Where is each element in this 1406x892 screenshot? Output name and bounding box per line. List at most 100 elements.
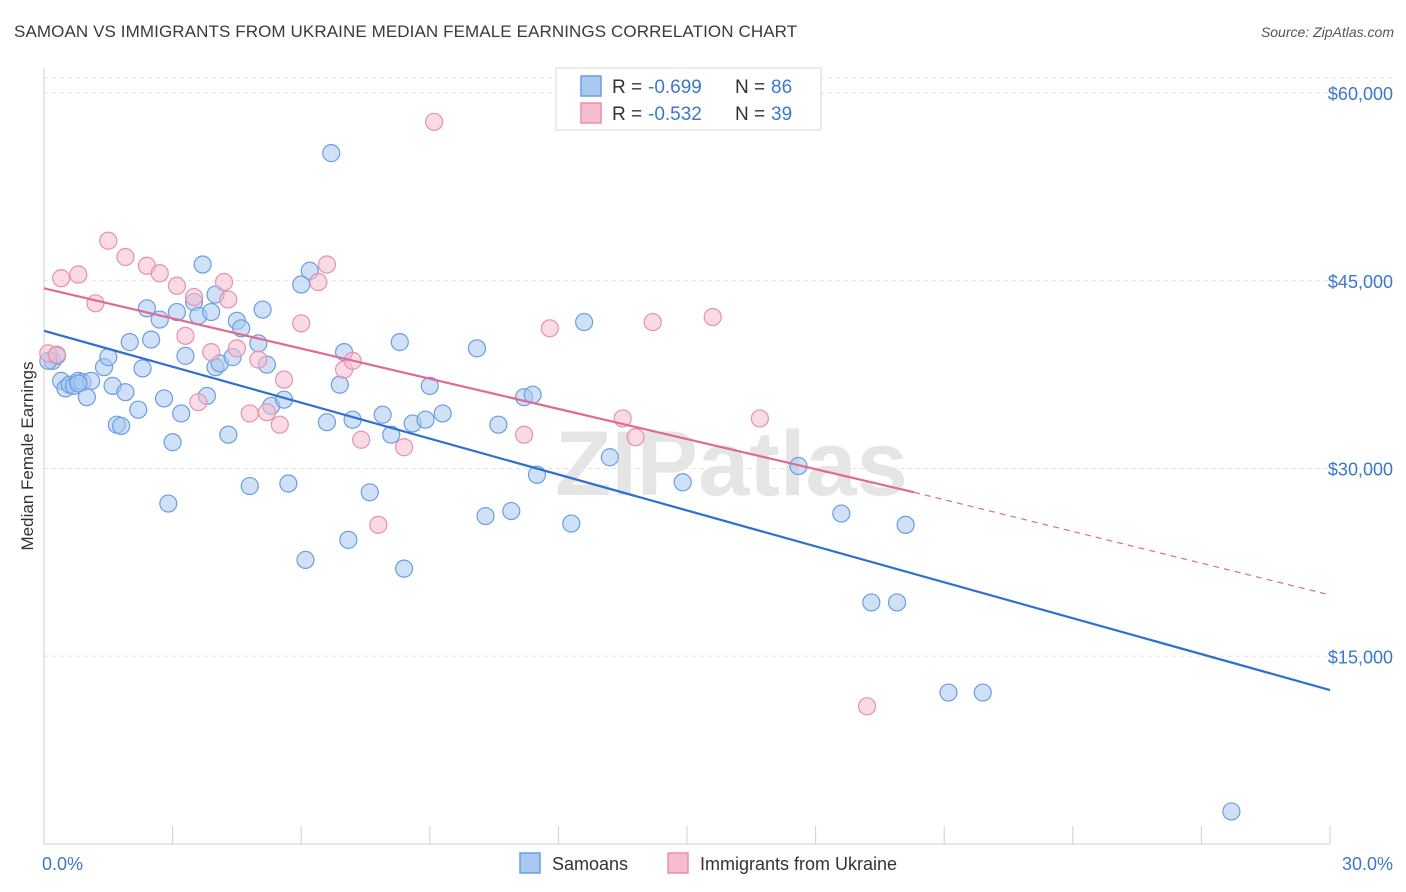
- y-axis-title: Median Female Earnings: [18, 362, 37, 551]
- trend-lines: [43, 287, 1331, 692]
- point-ukraine: [643, 312, 662, 332]
- point-ukraine: [424, 112, 444, 131]
- point-samoans: [112, 416, 131, 436]
- point-samoans: [467, 339, 487, 358]
- point-samoans: [973, 683, 992, 702]
- point-samoans: [296, 550, 315, 569]
- point-samoans: [202, 302, 221, 322]
- point-ukraine: [317, 255, 337, 274]
- point-ukraine: [189, 393, 208, 412]
- point-samoans: [133, 359, 152, 378]
- y-tick-label: $30,000: [1328, 460, 1393, 480]
- trend-line-samoans: [43, 329, 1331, 692]
- point-samoans: [279, 474, 298, 493]
- grid-lines: [44, 77, 1395, 657]
- point-samoans: [176, 346, 195, 365]
- point-samoans: [562, 514, 581, 533]
- x-minor-ticks: [43, 826, 1331, 844]
- point-samoans: [420, 376, 439, 396]
- point-ukraine: [626, 428, 645, 447]
- point-ukraine: [249, 350, 268, 369]
- point-samoans: [939, 683, 958, 702]
- trend-line-ukraine: [43, 287, 915, 494]
- point-samoans: [339, 530, 358, 549]
- point-ukraine: [750, 409, 769, 428]
- point-ukraine: [257, 403, 277, 422]
- point-samoans: [219, 425, 238, 444]
- point-samoans: [360, 483, 379, 502]
- point-ukraine: [116, 247, 135, 267]
- point-samoans: [322, 144, 341, 163]
- point-ukraine: [274, 370, 294, 389]
- point-ukraine: [47, 345, 66, 364]
- point-ukraine: [86, 294, 105, 313]
- point-samoans: [896, 515, 915, 534]
- point-samoans: [172, 404, 191, 423]
- point-samoans: [887, 593, 907, 612]
- trend-line-ukraine-extension: [914, 491, 1331, 596]
- point-samoans: [159, 494, 178, 513]
- point-samoans: [116, 383, 135, 402]
- x-tick-label: 0.0%: [42, 854, 83, 874]
- chart-title: SAMOAN VS IMMIGRANTS FROM UKRAINE MEDIAN…: [14, 22, 798, 41]
- point-samoans: [253, 300, 272, 319]
- point-samoans: [832, 504, 851, 523]
- point-samoans: [394, 559, 414, 578]
- bottom-legend: Samoans Immigrants from Ukraine: [519, 852, 897, 874]
- point-ukraine: [270, 415, 289, 434]
- point-ukraine: [52, 269, 71, 288]
- point-samoans: [390, 333, 409, 352]
- point-ukraine: [202, 343, 221, 362]
- point-ukraine: [176, 326, 195, 345]
- point-ukraine: [309, 272, 328, 292]
- point-ukraine: [240, 404, 259, 423]
- point-samoans: [330, 375, 349, 394]
- point-samoans: [163, 433, 182, 452]
- bottom-legend-label-ukraine: Immigrants from Ukraine: [700, 854, 897, 874]
- bottom-legend-swatch-ukraine: [667, 852, 689, 874]
- point-samoans: [673, 473, 692, 492]
- y-tick-label: $60,000: [1328, 84, 1393, 104]
- point-samoans: [154, 389, 174, 408]
- point-ukraine: [99, 231, 118, 250]
- point-samoans: [575, 312, 594, 332]
- y-tick-labels: $15,000 $30,000 $45,000 $60,000: [1328, 84, 1393, 667]
- legend-n-value-1: 86: [771, 77, 792, 98]
- point-samoans: [69, 374, 88, 393]
- legend-n-label-2: N =: [735, 104, 765, 125]
- chart-source: Source: ZipAtlas.com: [1260, 24, 1394, 40]
- point-ukraine: [394, 438, 414, 457]
- point-samoans: [317, 413, 337, 432]
- point-samoans: [240, 476, 259, 496]
- x-tick-labels: 0.0% 30.0%: [42, 854, 1393, 874]
- point-ukraine: [703, 307, 722, 327]
- point-samoans: [129, 400, 148, 419]
- point-samoans: [416, 410, 435, 429]
- point-ukraine: [352, 430, 371, 449]
- point-ukraine: [184, 287, 204, 307]
- point-samoans: [120, 333, 139, 352]
- point-ukraine: [227, 339, 246, 358]
- data-points: [39, 112, 1241, 821]
- point-samoans: [1222, 802, 1241, 821]
- point-ukraine: [219, 290, 238, 309]
- point-ukraine: [167, 276, 186, 295]
- bottom-legend-swatch-samoans: [519, 852, 541, 874]
- point-samoans: [433, 404, 452, 423]
- point-ukraine: [292, 314, 311, 333]
- point-samoans: [193, 255, 212, 274]
- point-samoans: [142, 330, 161, 349]
- point-samoans: [502, 501, 521, 521]
- legend-box: R = -0.699 N = 86 R = -0.532 N = 39: [555, 67, 822, 131]
- legend-n-value-2: 39: [771, 104, 792, 125]
- legend-r-label-2: R =: [612, 104, 642, 125]
- point-ukraine: [69, 265, 88, 284]
- legend-r-label-1: R =: [612, 77, 642, 98]
- x-tick-label: 30.0%: [1342, 854, 1393, 874]
- point-ukraine: [540, 319, 559, 338]
- legend-r-value-2: -0.532: [648, 104, 702, 125]
- y-tick-label: $45,000: [1328, 272, 1393, 292]
- bottom-legend-label-samoans: Samoans: [552, 854, 628, 874]
- point-samoans: [600, 448, 619, 467]
